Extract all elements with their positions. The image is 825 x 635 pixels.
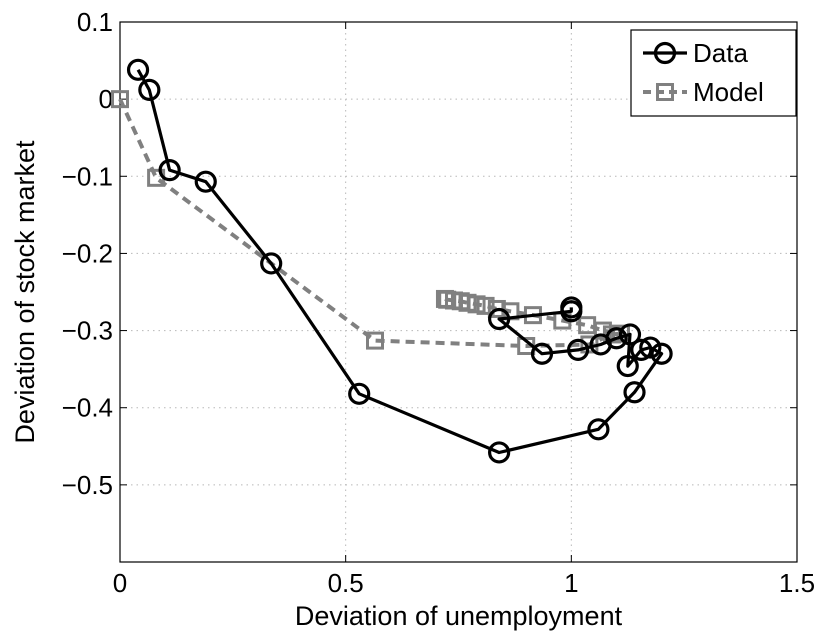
y-tick-label: −0.3 [62, 316, 113, 346]
y-tick-label: 0 [99, 84, 113, 114]
legend-marker [656, 83, 674, 101]
legend-label: Data [693, 38, 748, 68]
data-point-data [587, 418, 610, 441]
data-point-data [623, 381, 646, 404]
legend-item-model: Model [643, 77, 764, 107]
data-point-data [630, 338, 653, 361]
data-point-data [650, 342, 673, 365]
x-axis-label: Deviation of unemployment [295, 601, 623, 631]
x-axis-ticks: 0 0.5 1 1.5 [113, 568, 815, 598]
y-tick-label: −0.5 [62, 470, 113, 500]
legend-item-data: Data [643, 38, 748, 68]
data-point-model [476, 296, 495, 315]
plot-area [119, 21, 798, 563]
y-tick-label: −0.1 [62, 161, 113, 191]
data-point-data [618, 323, 642, 346]
y-axis-ticks: 0.1 0 −0.1 −0.2 −0.3 −0.4 −0.5 [62, 7, 113, 500]
grid [120, 22, 797, 562]
series-line-model [118, 98, 623, 348]
data-point-data [260, 252, 283, 275]
data-point-data [567, 338, 590, 361]
data-point-data [560, 296, 583, 319]
data-point-data [158, 159, 181, 182]
series-line-data [136, 69, 664, 455]
data-point-data [348, 382, 371, 405]
y-axis-label: Deviation of stock market [10, 140, 40, 444]
data-point-data [530, 342, 554, 365]
data-point-model [366, 331, 385, 350]
y-tick-label: −0.4 [62, 393, 113, 423]
data-point-data [194, 170, 217, 193]
legend: Data Model [630, 29, 797, 117]
data-point-data [488, 441, 511, 464]
series-layer [111, 58, 673, 464]
data-point-data [488, 307, 511, 331]
data-point-model [578, 316, 597, 335]
data-point-data [589, 333, 612, 356]
data-point-data [138, 78, 161, 101]
x-tick-label: 1.5 [779, 568, 815, 598]
data-point-data [126, 58, 150, 81]
data-point-data [616, 354, 639, 378]
legend-marker [653, 41, 677, 65]
x-tick-label: 0.5 [328, 568, 364, 598]
data-point-model [487, 299, 506, 318]
series-data [126, 58, 673, 464]
data-point-model [111, 90, 129, 109]
y-tick-label: 0.1 [77, 7, 113, 37]
legend-label: Model [693, 77, 764, 107]
x-tick-label: 0 [113, 568, 127, 598]
data-point-data [639, 336, 662, 359]
y-tick-label: −0.2 [62, 238, 113, 268]
data-point-model [435, 289, 454, 308]
x-tick-label: 1 [564, 568, 578, 598]
